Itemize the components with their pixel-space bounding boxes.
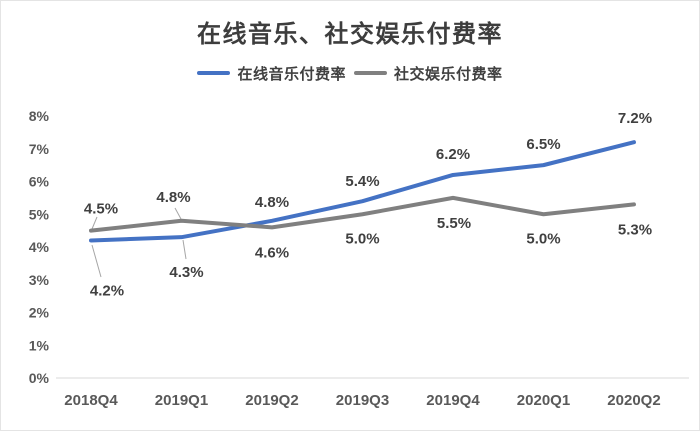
- legend-line-social-entertainment: [354, 71, 387, 75]
- y-tick-label: 5%: [29, 206, 50, 222]
- y-tick-label: 3%: [29, 272, 50, 288]
- y-tick-label: 1%: [29, 337, 50, 353]
- label-leader-line: [91, 244, 102, 278]
- y-tick-label: 0%: [29, 370, 50, 386]
- data-label: 5.0%: [526, 230, 560, 247]
- x-tick-label: 2019Q4: [426, 392, 480, 409]
- data-label: 4.2%: [90, 282, 124, 299]
- data-label: 6.5%: [526, 136, 560, 153]
- legend-item-social-entertainment: 社交娱乐付费率: [354, 63, 503, 84]
- data-label: 5.4%: [345, 173, 379, 190]
- data-label: 4.6%: [255, 244, 289, 261]
- series-line: [89, 140, 636, 243]
- series-line: [89, 195, 636, 233]
- x-tick-label: 2019Q3: [336, 392, 389, 409]
- data-label: 4.8%: [156, 189, 190, 206]
- legend-label-online-music: 在线音乐付费率: [237, 65, 346, 83]
- data-label: 7.2%: [618, 110, 652, 127]
- y-tick-label: 7%: [29, 141, 50, 157]
- x-tick-label: 2019Q1: [155, 392, 208, 409]
- data-label: 4.5%: [84, 201, 118, 218]
- x-tick-label: 2018Q4: [64, 392, 118, 409]
- y-tick-label: 2%: [29, 305, 50, 321]
- y-tick-label: 4%: [29, 239, 50, 255]
- data-label: 6.2%: [436, 146, 470, 163]
- legend-label-social-entertainment: 社交娱乐付费率: [394, 65, 503, 83]
- label-leader-line: [174, 207, 182, 220]
- y-tick-label: 6%: [29, 174, 50, 190]
- legend-line-online-music: [197, 71, 231, 75]
- legend-item-online-music: 在线音乐付费率: [197, 63, 346, 84]
- chart-title: 在线音乐、社交娱乐付费率: [197, 21, 503, 48]
- x-tick-label: 2020Q1: [517, 392, 570, 409]
- data-label: 4.3%: [169, 264, 203, 281]
- data-label: 5.5%: [437, 215, 471, 232]
- data-label: 5.3%: [618, 221, 652, 238]
- data-label: 5.0%: [345, 230, 379, 247]
- label-leader-line: [182, 239, 187, 260]
- y-tick-label: 8%: [29, 108, 50, 124]
- x-tick-label: 2020Q2: [607, 392, 660, 409]
- legend: 在线音乐付费率 社交娱乐付费率: [1, 63, 699, 83]
- x-tick-label: 2019Q2: [245, 392, 298, 409]
- data-label: 4.8%: [255, 194, 289, 211]
- label-leader-line: [91, 216, 98, 230]
